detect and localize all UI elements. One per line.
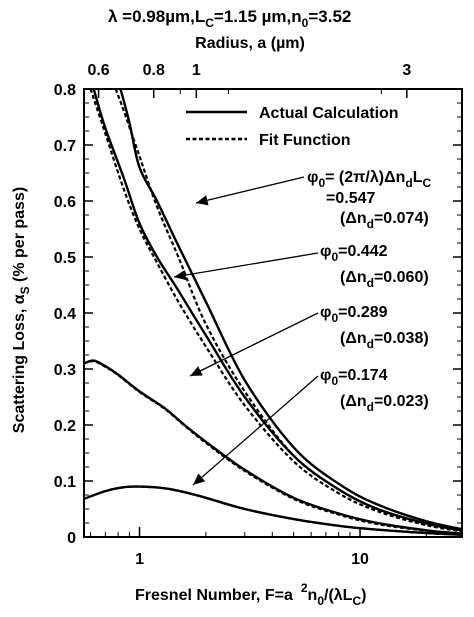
x-axis-label: Fresnel Number, F=a 2n0/(λLC) xyxy=(135,581,366,608)
top-tick-label: 0.8 xyxy=(143,62,165,79)
svg-text:φ0=0.174: φ0=0.174 xyxy=(320,367,388,388)
top-tick-label: 1 xyxy=(192,62,201,79)
legend-label-solid: Actual Calculation xyxy=(259,105,399,122)
y-tick-label: 0.2 xyxy=(54,418,76,435)
actual-line-phi0174 xyxy=(84,485,462,536)
svg-text:φ0=0.442: φ0=0.442 xyxy=(320,243,388,264)
legend: Actual Calculation Fit Function xyxy=(186,105,399,149)
svg-text:=0.547: =0.547 xyxy=(326,190,375,207)
top-tick-label: 3 xyxy=(402,62,411,79)
chart-title: λ =0.98µm,LC=1.15 µm,n0=3.52 xyxy=(108,7,351,30)
x-tick-label: 1 xyxy=(135,551,144,568)
svg-text:(Δnd=0.023): (Δnd=0.023) xyxy=(340,393,429,414)
top-axis-label: Radius, a (µm) xyxy=(195,35,305,52)
svg-text:(Δnd=0.060): (Δnd=0.060) xyxy=(340,269,429,290)
annotation-phi0-0547: φ0= (2π/λ)ΔndLC =0.547 (Δnd=0.074) xyxy=(195,169,431,231)
y-tick-label: 0.3 xyxy=(54,362,76,379)
svg-text:(Δnd=0.074): (Δnd=0.074) xyxy=(340,210,429,231)
annotation-phi0-0174: φ0=0.174 (Δnd=0.023) xyxy=(192,367,429,486)
y-tick-label: 0 xyxy=(67,530,76,547)
plot-series xyxy=(84,89,462,536)
svg-text:(Δnd=0.038): (Δnd=0.038) xyxy=(340,330,429,351)
y-axis-label: Scattering Loss, αS (% per pass) xyxy=(11,187,32,433)
actual-line-phi0289 xyxy=(84,359,462,535)
y-tick-label: 0.7 xyxy=(54,138,76,155)
y-tick-label: 0.4 xyxy=(54,306,76,323)
actual-line-phi0547 xyxy=(119,89,462,531)
actual-line-phi0442 xyxy=(92,89,462,532)
annotation-phi0-0289: φ0=0.289 (Δnd=0.038) xyxy=(189,304,429,377)
plot-frame xyxy=(83,88,463,538)
svg-text:φ0= (2π/λ)ΔndLC: φ0= (2π/λ)ΔndLC xyxy=(307,169,431,190)
top-tick-label: 0.6 xyxy=(87,62,109,79)
x-tick-label: 10 xyxy=(351,551,369,568)
legend-label-dashed: Fit Function xyxy=(259,132,351,149)
fit-line-phi0547 xyxy=(114,89,462,532)
annotation-phi0-0442: φ0=0.442 (Δnd=0.060) xyxy=(173,243,429,290)
y-tick-label: 0.8 xyxy=(54,82,76,99)
fit-line-phi0442 xyxy=(89,89,462,533)
axes: 0 0.1 0.2 0.3 0.4 0.5 0.6 0.7 0.8 1 10 0.6 0.8 1 3 xyxy=(54,62,463,568)
y-tick-label: 0.1 xyxy=(54,474,76,491)
y-tick-label: 0.5 xyxy=(54,250,76,267)
y-tick-label: 0.6 xyxy=(54,194,76,211)
fit-line-phi0289 xyxy=(84,360,462,536)
svg-text:φ0=0.289: φ0=0.289 xyxy=(320,304,388,325)
